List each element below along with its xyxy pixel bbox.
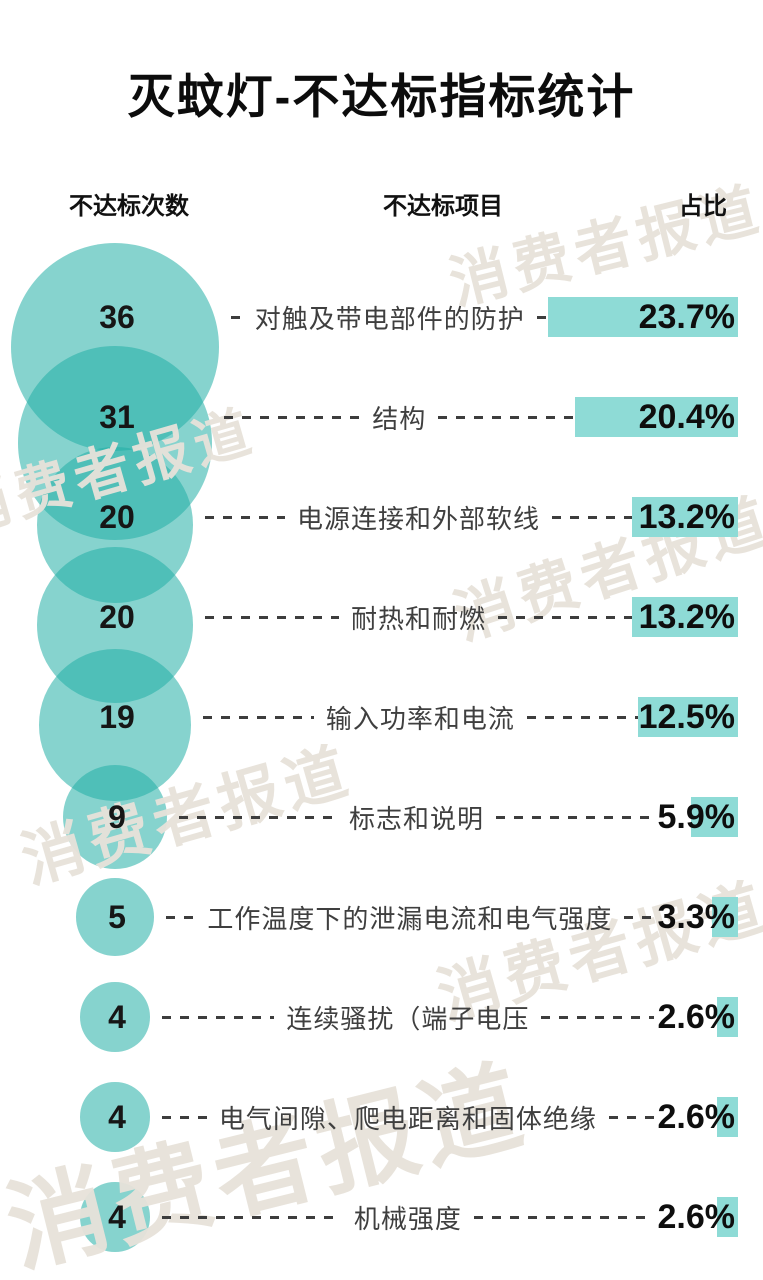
column-header-share: 占比 <box>679 193 727 220</box>
count-value: 31 <box>99 399 135 435</box>
dash-connector: 工作温度下的泄漏电流和电气强度 <box>166 899 654 936</box>
percent-value: 2.6% <box>657 1098 736 1136</box>
percent-zone: 12.5% <box>638 687 738 747</box>
item-label: 工作温度下的泄漏电流和电气强度 <box>207 903 613 934</box>
percent-bar <box>632 497 738 537</box>
percent-bar <box>574 397 738 437</box>
count-value: 5 <box>108 899 126 935</box>
percent-bar <box>717 1197 738 1237</box>
percent-value: 23.7% <box>638 298 735 336</box>
percent-value: 20.4% <box>638 398 735 436</box>
percent-bar <box>548 297 738 337</box>
item-label: 对触及带电部件的防护 <box>254 303 525 334</box>
percent-zone: 2.6% <box>654 1087 738 1147</box>
percent-value: 2.6% <box>657 998 736 1036</box>
count-value: 19 <box>99 699 135 735</box>
percent-bar <box>690 797 738 837</box>
percent-bar <box>711 897 738 937</box>
chart-row: 4 连续骚扰（端子电压 2.6% <box>0 987 763 1047</box>
dash-connector: 连续骚扰（端子电压 <box>162 999 654 1036</box>
dash-connector: 对触及带电部件的防护 <box>231 299 548 336</box>
percent-value: 3.3% <box>657 898 736 936</box>
percent-value: 2.6% <box>657 1198 736 1236</box>
percent-bar <box>632 597 738 637</box>
item-label: 耐热和耐燃 <box>350 603 486 634</box>
chart-row: 19 输入功率和电流 12.5% <box>0 687 763 747</box>
percent-zone: 2.6% <box>654 987 738 1047</box>
chart-row: 5 工作温度下的泄漏电流和电气强度 3.3% <box>0 887 763 947</box>
dash-connector: 电源连接和外部软线 <box>205 499 633 536</box>
page-title: 灭蚊灯-不达标指标统计 <box>127 70 636 123</box>
dash-connector: 机械强度 <box>162 1199 654 1236</box>
percent-value: 13.2% <box>638 598 735 636</box>
count-value: 4 <box>108 1099 126 1135</box>
item-label: 电气间隙、爬电距离和固体绝缘 <box>218 1103 597 1134</box>
percent-zone: 3.3% <box>654 887 738 947</box>
percent-zone: 13.2% <box>632 587 738 647</box>
count-value: 20 <box>99 599 135 635</box>
column-header-count: 不达标次数 <box>69 193 189 220</box>
percent-zone: 2.6% <box>654 1187 738 1247</box>
dash-connector: 电气间隙、爬电距离和固体绝缘 <box>162 1099 654 1136</box>
item-label: 标志和说明 <box>349 803 485 834</box>
chart-row: 20 耐热和耐燃 13.2% <box>0 587 763 647</box>
percent-value: 5.9% <box>657 798 736 836</box>
percent-zone: 5.9% <box>654 787 738 847</box>
dash-connector: 耐热和耐燃 <box>205 599 633 636</box>
chart-row: 20 电源连接和外部软线 13.2% <box>0 487 763 547</box>
count-bubble <box>76 878 154 956</box>
chart-row: 4 电气间隙、爬电距离和固体绝缘 2.6% <box>0 1087 763 1147</box>
column-header-item: 不达标项目 <box>383 193 503 220</box>
count-bubble <box>80 1182 150 1252</box>
dash-connector: 结构 <box>224 399 575 436</box>
item-label: 结构 <box>372 403 427 434</box>
item-label: 连续骚扰（端子电压 <box>286 1003 530 1034</box>
percent-zone: 20.4% <box>574 387 738 447</box>
chart-row: 31 结构 20.4% <box>0 387 763 447</box>
chart-row: 36 对触及带电部件的防护 23.7% <box>0 287 763 347</box>
count-bubble <box>80 982 150 1052</box>
percent-bar <box>638 697 738 737</box>
count-bubble <box>80 1082 150 1152</box>
dash-connector: 输入功率和电流 <box>203 699 638 736</box>
count-bubble <box>62 764 168 870</box>
count-value: 36 <box>99 299 135 335</box>
percent-value: 12.5% <box>638 698 735 736</box>
item-label: 机械强度 <box>353 1203 462 1234</box>
count-value: 4 <box>108 1199 126 1235</box>
dash-connector: 标志和说明 <box>179 799 654 836</box>
chart-row: 9 标志和说明 5.9% <box>0 787 763 847</box>
percent-zone: 23.7% <box>548 287 738 347</box>
percent-bar <box>717 1097 738 1137</box>
percent-bar <box>717 997 738 1037</box>
count-value: 9 <box>108 799 126 835</box>
count-value: 4 <box>108 999 126 1035</box>
chart-row: 4 机械强度 2.6% <box>0 1187 763 1247</box>
item-label: 电源连接和外部软线 <box>296 503 540 534</box>
percent-value: 13.2% <box>638 498 735 536</box>
count-value: 20 <box>99 499 135 535</box>
item-label: 输入功率和电流 <box>325 703 515 734</box>
percent-zone: 13.2% <box>632 487 738 547</box>
